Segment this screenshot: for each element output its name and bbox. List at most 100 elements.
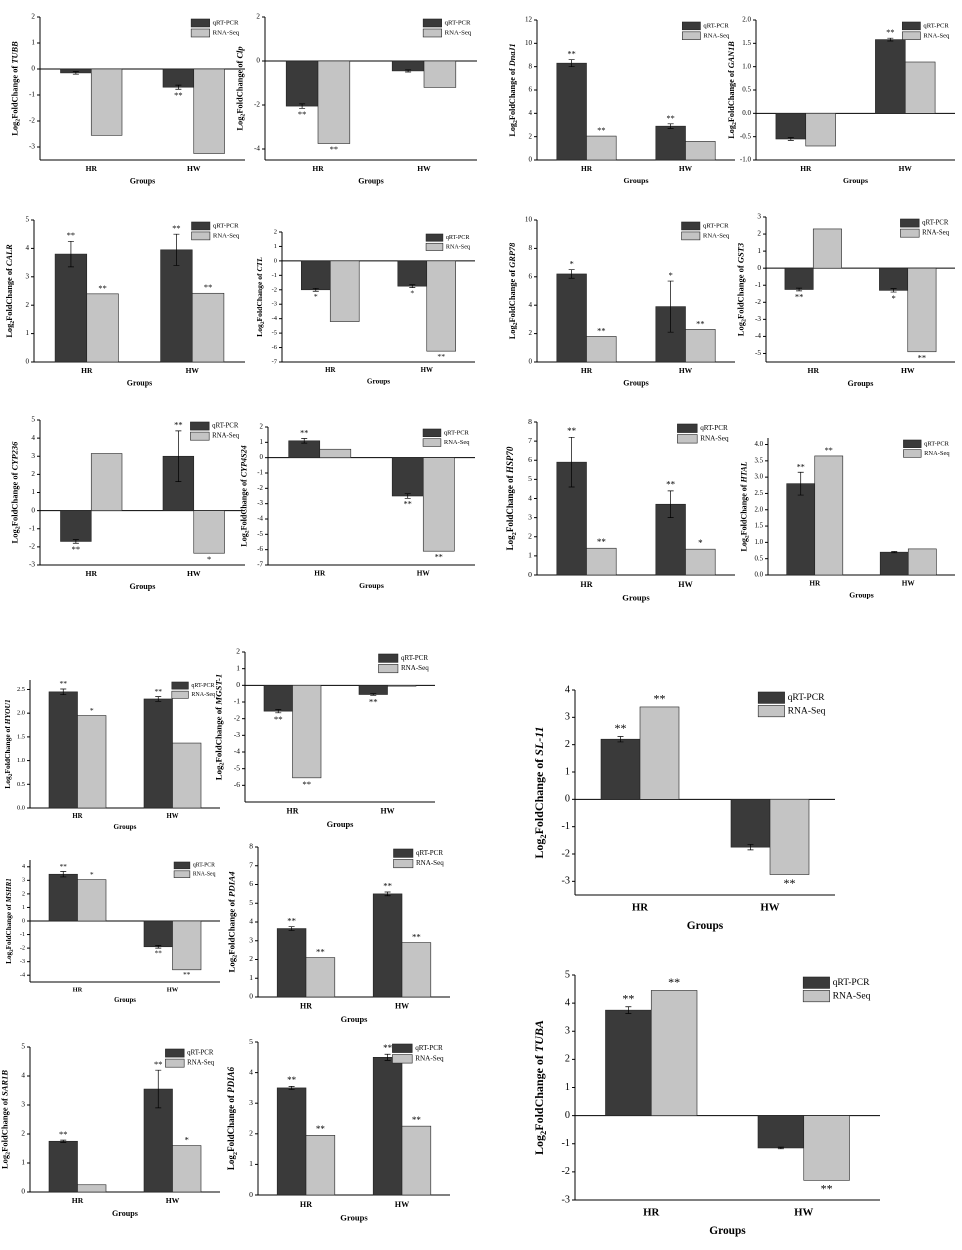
legend-label: qRT-PCR [187, 1050, 214, 1057]
bar [685, 329, 716, 363]
y-label-part: FoldChange of [9, 470, 19, 526]
legend-swatch [757, 705, 785, 718]
legend-label: qRT-PCR [415, 1044, 443, 1052]
legend-swatch [190, 431, 210, 441]
y-tick-label: 2 [249, 954, 253, 963]
y-label-part: Log [532, 1135, 546, 1155]
y-axis-label: Log2FoldChange of DnaJ1 [508, 43, 519, 136]
y-label-part: Log [5, 951, 13, 963]
y-label-part: TUBA [532, 1020, 546, 1052]
x-tick-label: HW [902, 580, 916, 588]
significance-label: ** [404, 500, 412, 509]
legend-swatch [171, 690, 189, 699]
bar [263, 685, 293, 712]
bar [907, 548, 937, 576]
y-tick-label: 7 [528, 436, 532, 445]
legend-swatch [903, 449, 922, 458]
y-tick-label: -4 [20, 973, 25, 979]
x-axis-label: Groups [358, 177, 384, 186]
significance-label: ** [172, 224, 180, 233]
y-label-part: 2 [513, 322, 519, 325]
error-bar [404, 493, 411, 499]
bar [60, 510, 92, 542]
bar [319, 448, 352, 458]
legend-label: RNA-Seq [922, 230, 949, 237]
significance-label: * [570, 260, 574, 269]
x-axis-label: Groups [367, 378, 390, 386]
legend-label: qRT-PCR [703, 22, 729, 29]
bar [401, 942, 432, 998]
significance-label: ** [795, 292, 804, 302]
x-axis-label: Groups [709, 1225, 746, 1237]
error-bar [887, 37, 894, 42]
y-tick-label: 2.0 [742, 16, 751, 24]
y-tick-label: 3 [31, 452, 35, 460]
y-label-part: FoldChange of [236, 59, 245, 114]
x-tick-label: HR [300, 1002, 312, 1011]
significance-label: ** [821, 1182, 833, 1196]
x-tick-label: HW [760, 902, 779, 914]
error-bar [275, 709, 282, 714]
y-label-part: FoldChange of [255, 272, 264, 322]
y-tick-label: -1 [20, 932, 25, 938]
y-tick-label: 2 [757, 230, 761, 238]
significance-label: ** [668, 975, 680, 989]
y-label-part: Log [739, 538, 748, 551]
y-tick-label: 1 [249, 973, 253, 982]
y-label-part: PDIA4 [226, 871, 236, 897]
bar [329, 260, 360, 322]
error-bar [301, 438, 308, 444]
legend-swatch [900, 228, 920, 238]
y-tick-label: 0 [565, 794, 570, 805]
chart: 0.0 0.5 1.0 1.5 2.0 2.5 3.0 3.5 4.0 Log2FoldChang… [739, 438, 955, 600]
y-tick-label: 1.0 [17, 757, 25, 764]
y-label-part: FoldChange of [3, 724, 12, 773]
significance-label: ** [886, 28, 894, 37]
error-bar [175, 84, 182, 90]
y-tick-label: -3 [755, 315, 761, 323]
y-tick-label: 2 [31, 13, 35, 21]
y-label-part: 2 [16, 526, 22, 529]
y-tick-label: 1 [565, 766, 570, 777]
bar [655, 125, 686, 161]
bar [401, 1125, 432, 1196]
legend-label: RNA-Seq [833, 990, 871, 1001]
y-label-part: Clp [236, 46, 245, 58]
error-bar [568, 59, 575, 68]
x-tick-label: HR [314, 569, 326, 578]
x-axis-label: Groups [623, 176, 648, 185]
error-bar [667, 280, 674, 333]
y-tick-label: 2 [528, 532, 532, 541]
error-bar [72, 539, 79, 544]
x-tick-label: HW [678, 580, 692, 589]
y-tick-label: 3 [249, 1098, 253, 1107]
bar [391, 457, 424, 497]
error-bar [60, 688, 67, 696]
significance-label: ** [98, 284, 106, 293]
significance-label: ** [567, 426, 577, 436]
bar [193, 68, 225, 154]
significance-label: ** [287, 915, 296, 925]
y-tick-label: -6 [257, 546, 263, 553]
y-tick-label: -4 [254, 145, 260, 153]
y-tick-label: 4 [21, 1072, 25, 1080]
error-bar [288, 926, 295, 931]
y-tick-label: 5 [21, 1043, 25, 1051]
significance-label: ** [597, 126, 605, 135]
bar [730, 799, 771, 848]
error-bar [384, 891, 391, 897]
error-bar [155, 696, 162, 702]
y-tick-label: -1 [755, 281, 761, 289]
y-tick-label: 3 [565, 712, 570, 723]
y-tick-label: 12 [525, 16, 533, 24]
y-tick-label: 8 [249, 842, 253, 851]
y-label-part: DnaJ1 [508, 43, 517, 67]
bar [90, 68, 123, 136]
y-label-part: Log [239, 533, 248, 547]
significance-label: ** [155, 949, 163, 957]
